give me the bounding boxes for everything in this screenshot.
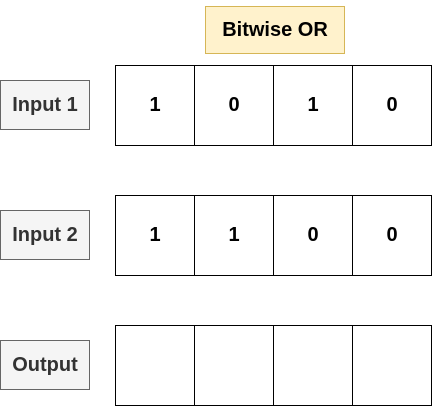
bit-cell: 0 xyxy=(273,195,353,276)
row-label-output: Output xyxy=(0,340,90,390)
row-label-input-1: Input 1 xyxy=(0,80,90,130)
diagram-title: Bitwise OR xyxy=(205,6,345,54)
bit-row-output xyxy=(115,325,436,406)
row-label-input-2: Input 2 xyxy=(0,210,90,260)
bit-cell: 1 xyxy=(115,65,195,146)
bit-cell: 1 xyxy=(115,195,195,276)
bit-cell: 0 xyxy=(352,195,432,276)
bit-row-input-1: 1 0 1 0 xyxy=(115,65,436,146)
bit-row-input-2: 1 1 0 0 xyxy=(115,195,436,276)
bit-cell: 0 xyxy=(352,65,432,146)
bit-cell xyxy=(115,325,195,406)
bit-cell: 1 xyxy=(273,65,353,146)
bit-cell xyxy=(352,325,432,406)
bit-cell: 0 xyxy=(194,65,274,146)
bit-cell xyxy=(273,325,353,406)
bit-cell: 1 xyxy=(194,195,274,276)
bit-cell xyxy=(194,325,274,406)
